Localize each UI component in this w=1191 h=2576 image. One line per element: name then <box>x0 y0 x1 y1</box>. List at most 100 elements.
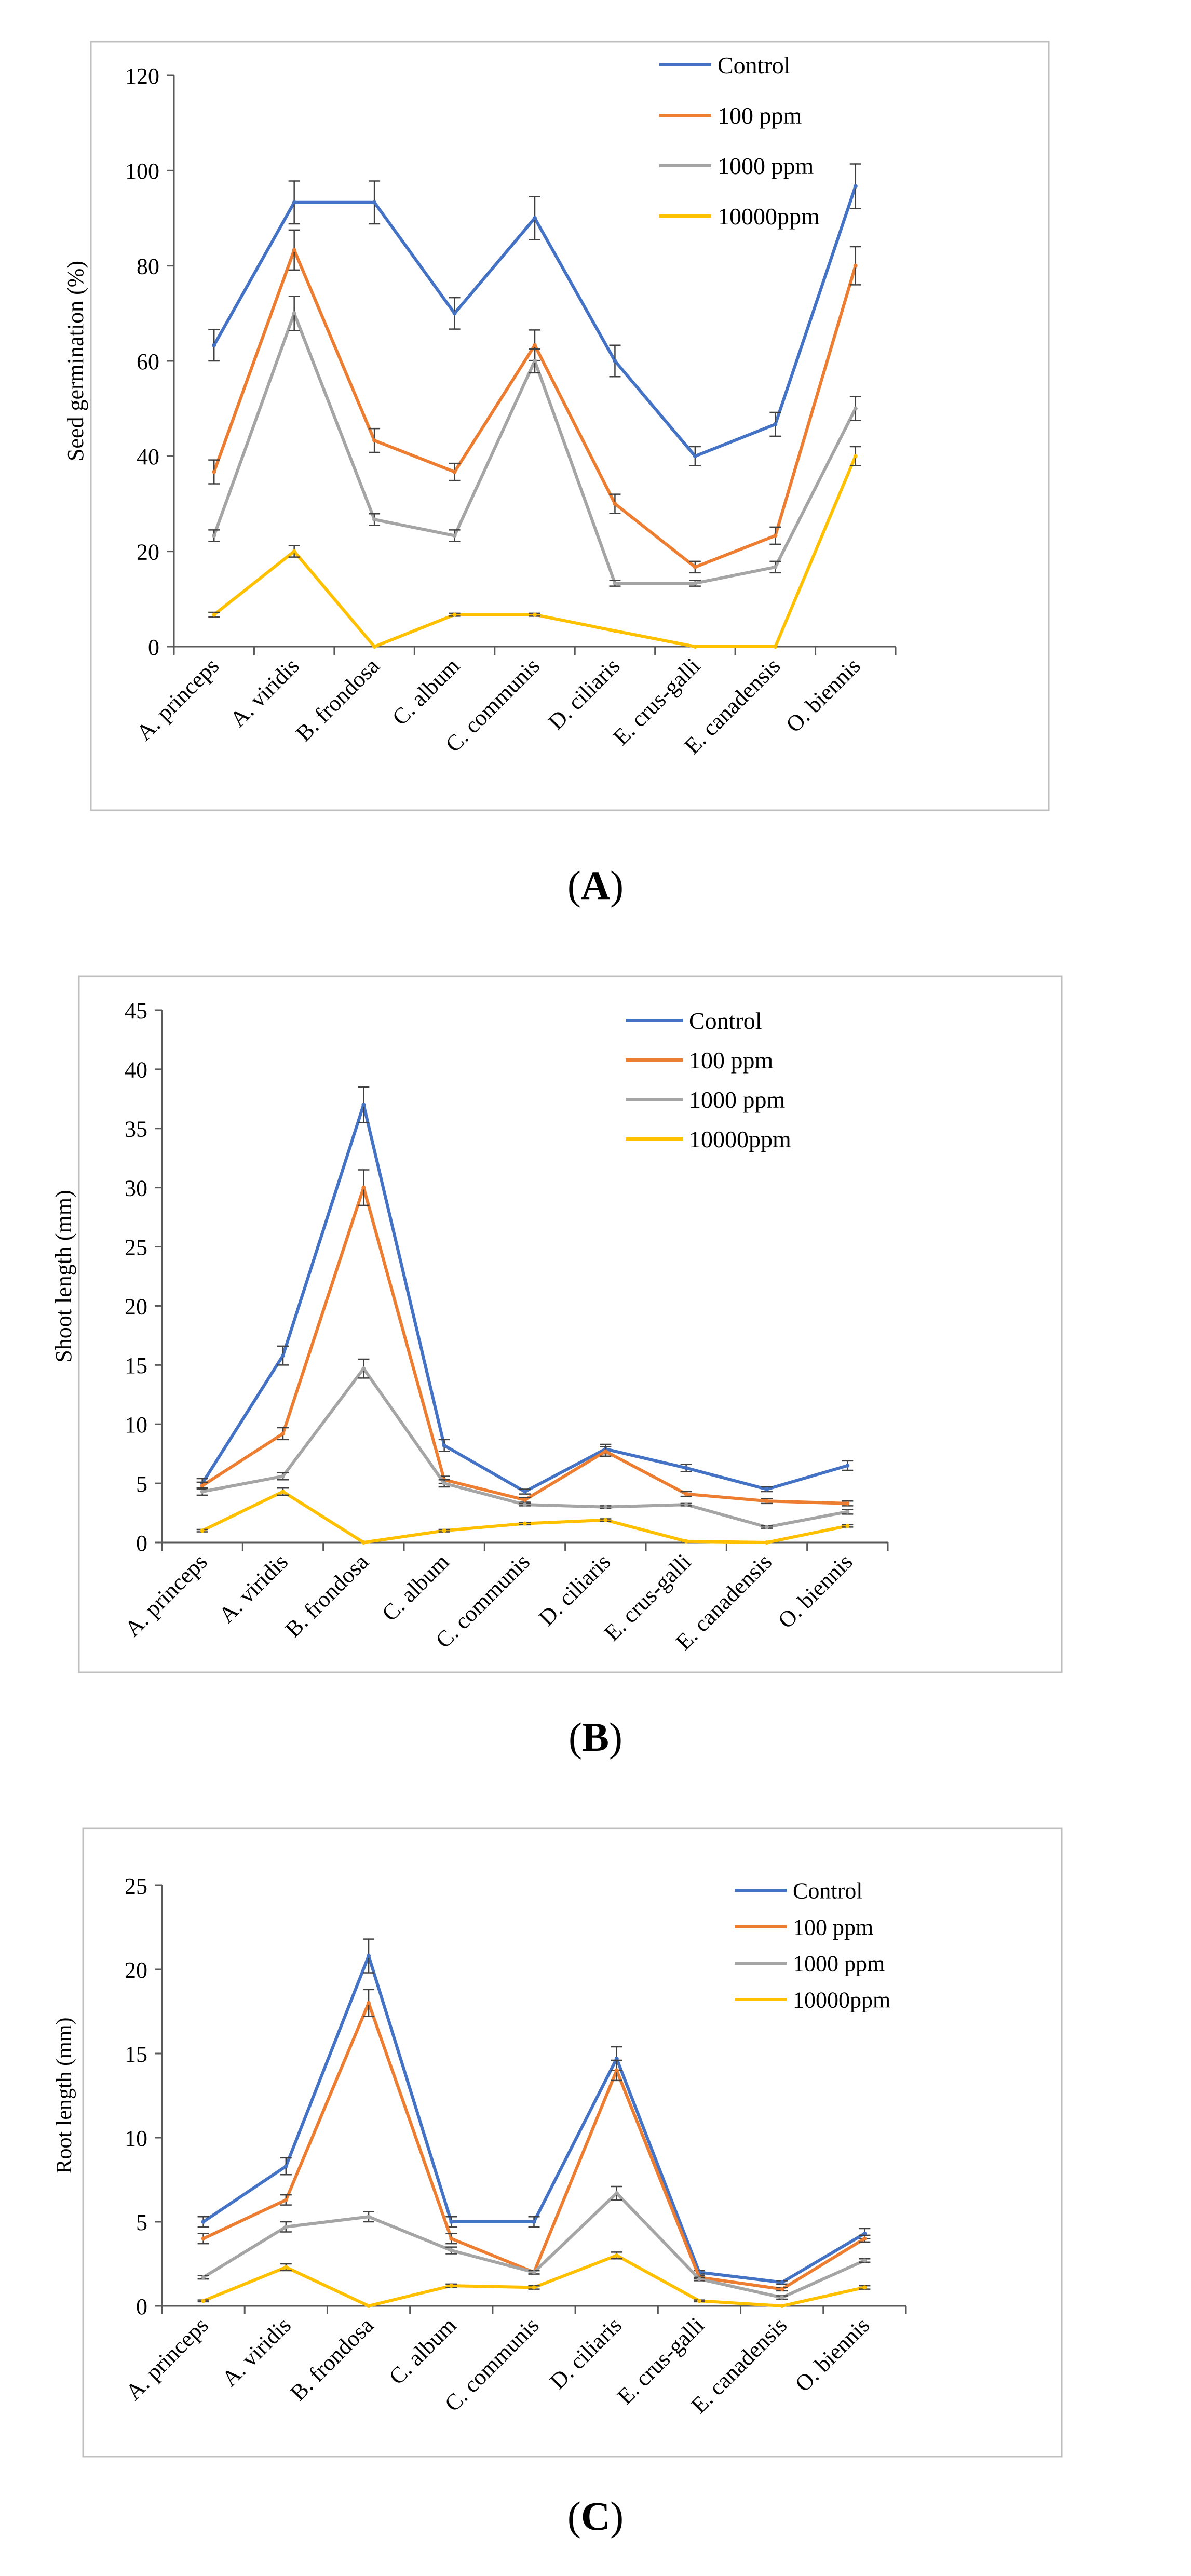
data-point-control <box>283 2164 288 2169</box>
y-tick-label: 5 <box>136 2210 147 2235</box>
data-point-ppm10000 <box>283 2265 288 2270</box>
data-point-ppm1000 <box>684 1502 688 1507</box>
data-point-ppm100 <box>684 1492 688 1496</box>
data-point-ppm10000 <box>449 2284 454 2288</box>
y-tick-label: 20 <box>125 1294 147 1319</box>
y-tick-label: 30 <box>125 1176 147 1201</box>
legend-label-ppm1000: 1000 ppm <box>718 153 814 179</box>
data-point-control <box>281 1353 285 1358</box>
data-point-ppm1000 <box>780 2295 784 2300</box>
data-point-ppm1000 <box>201 2275 206 2279</box>
data-point-ppm100 <box>693 565 697 569</box>
chart-c-container: 0 5 10 15 20 25 A. princeps A. viridis B. frondo… <box>0 1818 1191 2467</box>
panel-label-c: (C) <box>567 2493 624 2539</box>
data-point-control <box>780 2280 784 2285</box>
y-tick-label: 80 <box>137 254 159 279</box>
data-point-ppm10000 <box>614 2253 619 2258</box>
data-point-control <box>442 1443 446 1448</box>
y-tick-label: 45 <box>125 998 147 1024</box>
data-point-ppm1000 <box>200 1490 205 1494</box>
data-point-ppm10000 <box>292 549 296 554</box>
data-point-ppm10000 <box>697 2299 701 2303</box>
y-tick-label: 5 <box>136 1471 147 1497</box>
y-tick-label: 0 <box>136 1531 147 1556</box>
chart-c-frame <box>82 1827 1063 2458</box>
data-point-control <box>212 343 216 347</box>
data-point-ppm100 <box>773 533 778 538</box>
data-point-ppm100 <box>372 438 377 443</box>
y-tick-label: 120 <box>125 63 159 89</box>
data-point-ppm100 <box>780 2287 784 2291</box>
panel-letter-b: B <box>581 1714 610 1760</box>
chart-a-container: 0 20 40 60 80 100 120 A. princeps A. viridis B. f… <box>0 31 1191 841</box>
data-point-ppm100 <box>845 1501 850 1506</box>
data-point-ppm10000 <box>533 612 537 617</box>
data-point-ppm10000 <box>613 628 617 633</box>
data-point-ppm1000 <box>773 565 778 569</box>
chart-b-frame <box>78 975 1063 1673</box>
data-point-ppm100 <box>283 2197 288 2202</box>
data-point-control <box>845 1463 850 1468</box>
legend-label-ppm10000: 10000ppm <box>689 1126 791 1152</box>
data-point-ppm1000 <box>523 1502 527 1507</box>
data-point-ppm1000 <box>533 359 537 363</box>
data-point-control <box>523 1490 527 1494</box>
panel-label-b: (B) <box>569 1714 622 1760</box>
data-point-control <box>292 200 296 205</box>
y-tick-label: 40 <box>125 1057 147 1083</box>
y-tick-label: 0 <box>148 635 159 660</box>
data-point-ppm100 <box>361 1185 366 1190</box>
legend-label-control: Control <box>718 52 791 78</box>
data-point-control <box>613 359 617 363</box>
data-point-ppm10000 <box>862 2285 867 2290</box>
data-point-control <box>532 2220 536 2224</box>
data-point-ppm1000 <box>367 2215 371 2219</box>
data-point-ppm1000 <box>603 1505 608 1509</box>
data-point-ppm100 <box>603 1449 608 1454</box>
y-tick-label: 10 <box>125 1412 147 1438</box>
data-point-ppm100 <box>200 1483 205 1488</box>
data-point-control <box>372 200 377 205</box>
data-point-ppm100 <box>367 2001 371 2005</box>
data-point-ppm10000 <box>452 612 457 617</box>
y-axis-label: Seed germination (%) <box>63 261 88 461</box>
data-point-ppm10000 <box>200 1528 205 1533</box>
data-point-ppm1000 <box>765 1525 769 1530</box>
data-point-ppm100 <box>523 1498 527 1502</box>
legend-label-ppm100: 100 ppm <box>689 1047 774 1074</box>
data-point-ppm10000 <box>201 2299 206 2303</box>
data-point-ppm1000 <box>361 1366 366 1371</box>
data-point-ppm100 <box>292 248 296 252</box>
legend-label-control: Control <box>689 1008 762 1034</box>
data-point-ppm10000 <box>773 645 778 649</box>
y-tick-label: 15 <box>125 2042 147 2067</box>
y-tick-label: 60 <box>137 349 159 374</box>
y-tick-label: 20 <box>125 1957 147 1983</box>
data-point-ppm100 <box>281 1431 285 1436</box>
data-point-ppm100 <box>613 502 617 506</box>
y-tick-label: 0 <box>136 2294 147 2319</box>
data-point-control <box>201 2220 206 2224</box>
data-point-ppm10000 <box>603 1518 608 1522</box>
data-point-ppm1000 <box>449 2248 454 2253</box>
data-point-ppm10000 <box>845 1524 850 1528</box>
data-point-ppm1000 <box>372 517 377 522</box>
legend-label-ppm100: 100 ppm <box>718 102 802 129</box>
panel-label-a: (A) <box>567 863 624 908</box>
data-point-ppm100 <box>862 2236 867 2241</box>
data-point-control <box>449 2220 454 2224</box>
y-tick-label: 20 <box>137 540 159 565</box>
data-point-ppm1000 <box>845 1509 850 1514</box>
data-point-ppm1000 <box>281 1474 285 1479</box>
data-point-control <box>773 422 778 426</box>
chart-a-frame <box>90 41 1050 811</box>
data-point-ppm10000 <box>765 1540 769 1545</box>
legend-label-ppm1000: 1000 ppm <box>793 1951 885 1976</box>
data-point-ppm100 <box>765 1499 769 1504</box>
data-point-ppm1000 <box>862 2258 867 2263</box>
data-point-ppm10000 <box>372 645 377 649</box>
data-point-ppm10000 <box>853 454 858 459</box>
data-point-control <box>693 454 697 459</box>
data-point-control <box>367 1954 371 1958</box>
